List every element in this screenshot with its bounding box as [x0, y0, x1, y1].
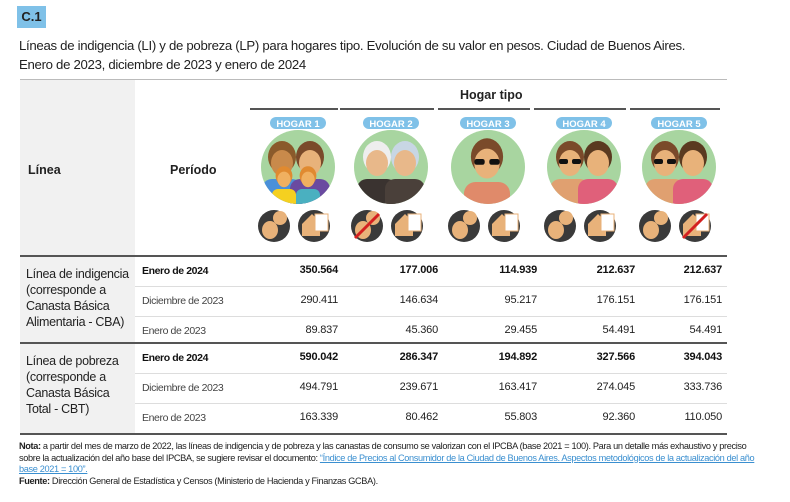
hogar-4-column-header: HOGAR 4: [536, 114, 630, 254]
value-cell: 286.347: [399, 351, 439, 363]
hogar-5-column-header: HOGAR 5: [632, 114, 724, 254]
header-divider: [20, 255, 727, 257]
value-cell: 274.045: [596, 381, 636, 393]
table-title: Líneas de indigencia (LI) y de pobreza (…: [19, 36, 685, 74]
value-cell: 176.151: [596, 294, 636, 306]
header-hogar-tipo: Hogar tipo: [460, 88, 523, 102]
source-label: Fuente:: [19, 475, 50, 486]
header-periodo: Período: [170, 163, 217, 177]
group-divider: [20, 342, 727, 344]
row-divider: [135, 316, 727, 317]
value-cell: 110.050: [684, 411, 722, 423]
table-note: Nota: a partir del mes de marzo de 2022,…: [19, 441, 764, 487]
value-cell: 54.491: [689, 324, 723, 336]
title-line-2: Enero de 2023, diciembre de 2023 y enero…: [19, 57, 306, 72]
value-cell: 92.360: [602, 411, 636, 423]
value-cell: 327.566: [596, 351, 636, 363]
value-cell: 333.736: [683, 381, 723, 393]
row-divider: [135, 373, 727, 374]
hogar-2-column-header: HOGAR 2: [342, 114, 438, 254]
hogar-3-column-header: HOGAR 3: [440, 114, 534, 254]
svg-text:HOGAR 1: HOGAR 1: [276, 119, 320, 130]
value-cell: 212.637: [596, 264, 636, 276]
data-table: Línea Período Hogar tipo HOGAR 1 HOGAR 2 H…: [20, 79, 727, 435]
value-cell: 146.634: [399, 294, 439, 306]
methodology-document-link[interactable]: “Índice de Precios al Consumidor de la C…: [19, 452, 755, 475]
header-linea: Línea: [28, 163, 61, 177]
periodo-cell: Diciembre de 2023: [142, 295, 224, 307]
periodo-cell: Enero de 2024: [142, 352, 209, 364]
value-cell: 212.637: [683, 264, 723, 276]
svg-text:HOGAR 5: HOGAR 5: [657, 119, 701, 130]
hogar-header-rule: [630, 108, 720, 110]
value-cell: 239.671: [399, 381, 439, 393]
periodo-cell: Enero de 2023: [142, 325, 206, 337]
group-label-pobreza: Línea de pobreza (corresponde a Canasta …: [26, 354, 119, 416]
periodo-cell: Enero de 2023: [142, 412, 206, 424]
value-cell: 55.803: [504, 411, 538, 423]
value-cell: 290.411: [300, 294, 338, 306]
linea-column-bg: [20, 80, 135, 435]
value-cell: 177.006: [399, 264, 439, 276]
value-cell: 350.564: [299, 264, 339, 276]
hogar-header-rule: [438, 108, 530, 110]
source-text: Dirección General de Estadística y Censo…: [49, 475, 378, 486]
row-divider: [135, 403, 727, 404]
row-divider: [135, 286, 727, 287]
svg-text:HOGAR 4: HOGAR 4: [562, 119, 606, 130]
svg-text:HOGAR 2: HOGAR 2: [369, 119, 412, 130]
table-number-badge: C.1: [17, 6, 46, 28]
value-cell: 29.455: [504, 324, 538, 336]
svg-text:HOGAR 3: HOGAR 3: [466, 119, 509, 130]
hogar-header-rule: [340, 108, 434, 110]
value-cell: 163.339: [299, 411, 339, 423]
value-cell: 194.892: [498, 351, 538, 363]
note-label: Nota:: [19, 441, 41, 451]
group-label-indigencia: Línea de indigencia (corresponde a Canas…: [26, 267, 129, 329]
value-cell: 80.462: [405, 411, 439, 423]
value-cell: 590.042: [299, 351, 339, 363]
value-cell: 494.791: [299, 381, 339, 393]
hogar-header-rule: [534, 108, 626, 110]
periodo-cell: Enero de 2024: [142, 265, 209, 277]
value-cell: 114.939: [499, 264, 537, 276]
value-cell: 45.360: [405, 324, 439, 336]
value-cell: 95.217: [504, 294, 538, 306]
hogar-1-column-header: HOGAR 1: [252, 114, 342, 254]
value-cell: 163.417: [498, 381, 538, 393]
title-line-1: Líneas de indigencia (LI) y de pobreza (…: [19, 38, 686, 53]
hogar-header-rule: [250, 108, 338, 110]
value-cell: 54.491: [602, 324, 636, 336]
note-text: a partir del mes de marzo de 2022, las l…: [19, 441, 747, 463]
value-cell: 176.151: [683, 294, 723, 306]
value-cell: 394.043: [683, 351, 723, 363]
table-bottom-border: [20, 433, 727, 435]
value-cell: 89.837: [305, 324, 339, 336]
periodo-cell: Diciembre de 2023: [142, 382, 224, 394]
